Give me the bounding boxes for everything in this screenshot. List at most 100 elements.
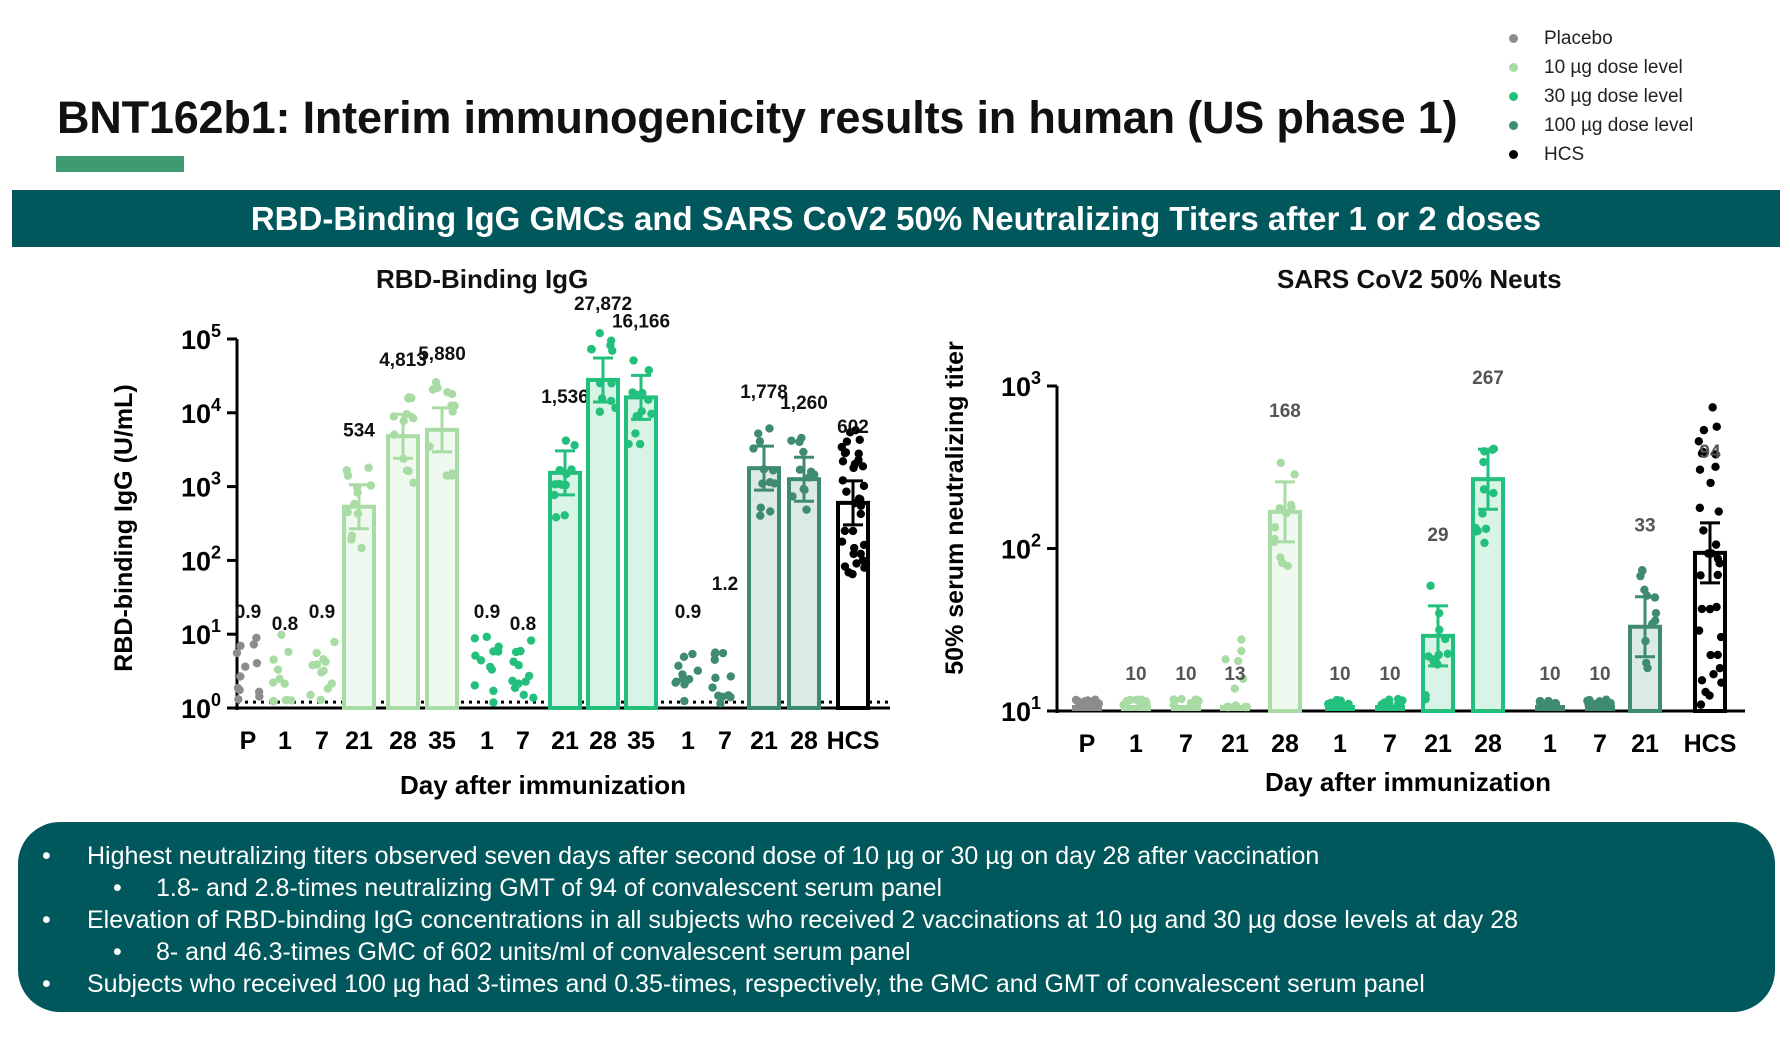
data-point — [1270, 523, 1280, 532]
data-point — [608, 346, 617, 355]
data-point — [249, 640, 259, 649]
data-point — [1233, 656, 1243, 666]
data-point — [343, 507, 352, 517]
x-tick-label: HCS — [1684, 730, 1737, 758]
x-tick-label: 7 — [315, 727, 329, 755]
data-point — [644, 395, 653, 404]
data-point — [688, 649, 697, 659]
bullet-icon: • — [42, 970, 51, 998]
data-point — [1428, 655, 1438, 664]
data-point — [710, 649, 720, 659]
data-point — [560, 511, 569, 520]
data-point — [1697, 604, 1707, 614]
data-point — [233, 683, 243, 693]
data-point — [287, 696, 296, 705]
data-point — [1186, 698, 1196, 708]
data-point — [450, 401, 459, 411]
x-tick-label: 28 — [1271, 730, 1299, 758]
section-banner: RBD-Binding IgG GMCs and SARS CoV2 50% N… — [12, 190, 1780, 247]
bar-value-label: 0.8 — [272, 614, 298, 635]
y-tick-label: 104 — [181, 395, 221, 429]
data-point — [1074, 697, 1083, 706]
y-tick-label: 101 — [1001, 693, 1041, 727]
data-point — [795, 437, 804, 447]
data-point — [595, 407, 605, 416]
data-point — [647, 409, 656, 419]
x-tick-label: 7 — [1383, 730, 1397, 758]
data-point — [674, 661, 683, 671]
data-point — [1238, 674, 1248, 684]
data-point — [561, 436, 571, 445]
data-point — [1713, 650, 1722, 660]
data-point — [476, 656, 486, 665]
data-point — [679, 652, 689, 661]
data-point — [810, 470, 819, 479]
data-point — [519, 690, 528, 700]
data-point — [1637, 566, 1647, 575]
legend-dot-icon — [1509, 34, 1518, 43]
data-point — [848, 526, 858, 536]
data-point — [1435, 625, 1444, 635]
bar-value-label: 27,872 — [574, 294, 632, 315]
y-tick-label: 102 — [1001, 531, 1041, 565]
data-point — [859, 540, 869, 550]
bar-value-label: 5,880 — [418, 344, 466, 365]
data-point — [856, 549, 865, 559]
data-point — [718, 692, 727, 702]
data-point — [1473, 526, 1482, 536]
data-point — [1426, 581, 1435, 590]
data-point — [849, 549, 858, 559]
bar-value-label: 94 — [1699, 442, 1721, 463]
data-point — [402, 409, 411, 419]
data-point — [838, 457, 848, 466]
bar-value-label: 13 — [1224, 664, 1245, 685]
legend-dot-icon — [1509, 92, 1518, 101]
data-point — [1344, 699, 1353, 709]
data-point — [364, 463, 373, 472]
data-point — [860, 563, 869, 572]
data-point — [241, 662, 250, 671]
data-point — [323, 684, 333, 693]
bar-value-label: 0.9 — [474, 602, 500, 623]
data-point — [1714, 507, 1723, 516]
data-point — [718, 648, 728, 658]
x-tick-label: 1 — [278, 727, 292, 755]
x-tick-label: 28 — [790, 727, 818, 755]
legend-item-10ug: 10 µg dose level — [1505, 53, 1693, 82]
data-point — [1602, 700, 1612, 709]
data-point — [606, 396, 616, 406]
data-point — [1421, 691, 1430, 700]
legend-label: HCS — [1544, 143, 1585, 165]
data-point — [1699, 526, 1708, 535]
data-point — [726, 672, 735, 681]
y-tick-label: 103 — [181, 469, 221, 503]
data-point — [607, 379, 616, 388]
bar — [1471, 477, 1505, 713]
data-point — [595, 378, 605, 388]
bullet-icon: • — [42, 842, 51, 870]
data-point — [644, 366, 653, 375]
bullet-icon: • — [42, 906, 51, 934]
data-point — [595, 328, 604, 338]
data-point — [1479, 485, 1489, 494]
x-tick-label: 1 — [1129, 730, 1143, 758]
legend-label: 30 µg dose level — [1544, 85, 1683, 107]
bar — [836, 500, 870, 710]
data-point — [1270, 537, 1279, 547]
legend-item-30ug: 30 µg dose level — [1505, 82, 1693, 111]
data-point — [485, 662, 495, 672]
data-point — [470, 681, 480, 690]
data-point — [1481, 524, 1491, 533]
data-point — [471, 651, 480, 660]
data-point — [1489, 488, 1498, 498]
data-point — [787, 436, 796, 445]
x-tick-label: 21 — [1631, 730, 1659, 758]
data-point — [606, 336, 616, 345]
y-tick-label: 105 — [181, 321, 221, 355]
bar-value-label: 1,778 — [740, 382, 788, 403]
data-point — [275, 674, 284, 683]
data-point — [1715, 559, 1724, 568]
x-tick-label: 7 — [1179, 730, 1193, 758]
data-point — [708, 683, 717, 692]
summary-panel: • Highest neutralizing titers observed s… — [18, 822, 1775, 1012]
